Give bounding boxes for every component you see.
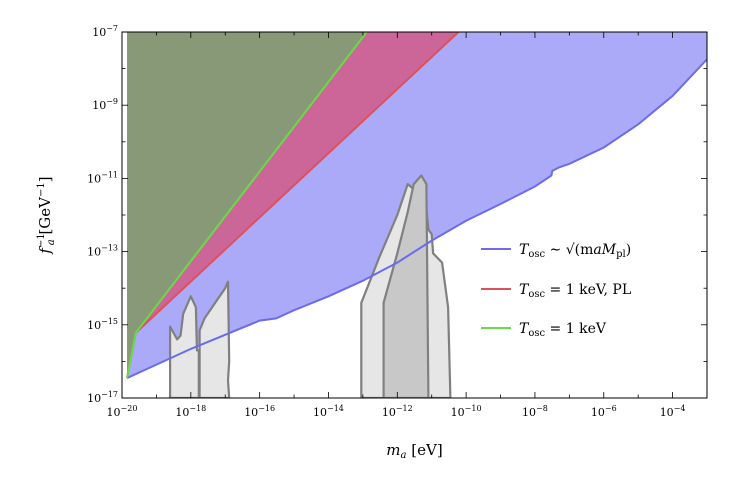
y-tick-label: 10−15 bbox=[87, 317, 118, 332]
y-axis-unit: [GeV bbox=[36, 196, 54, 239]
legend-label-kev: Tosc = 1 keV bbox=[519, 321, 607, 339]
y-axis-symbol-sub: a bbox=[46, 239, 57, 245]
y-tick-label: 10−11 bbox=[87, 170, 118, 185]
x-axis-unit: [eV] bbox=[407, 441, 443, 459]
x-tick-label: 10−14 bbox=[313, 404, 344, 419]
legend: Tosc ∼ √(maMpl) Tosc = 1 keV, PL Tosc = … bbox=[481, 242, 631, 339]
y-tick-label: 10−9 bbox=[92, 97, 118, 112]
x-tick-label: 10−16 bbox=[244, 404, 275, 419]
y-tick-label: 10−13 bbox=[87, 244, 118, 259]
y-axis-unit-end: ] bbox=[36, 176, 54, 182]
x-axis-label: ma [eV] bbox=[386, 441, 442, 461]
region-kev bbox=[127, 32, 367, 379]
boundary-line-kev bbox=[126, 32, 368, 379]
y-tick-label: 10−7 bbox=[92, 24, 118, 39]
x-tick-label: 10−4 bbox=[660, 404, 686, 419]
x-axis-symbol: m bbox=[386, 441, 400, 459]
x-tick-label: 10−18 bbox=[175, 404, 206, 419]
axis-ticks bbox=[121, 31, 708, 399]
x-tick-label: 10−12 bbox=[382, 404, 413, 419]
constraint-region-4 bbox=[382, 174, 430, 398]
y-axis-symbol: f bbox=[36, 246, 54, 255]
y-axis-unit-sup: −1 bbox=[36, 182, 47, 197]
y-axis-symbol-sup: −1 bbox=[36, 233, 47, 248]
x-tick-label: 10−20 bbox=[107, 404, 138, 419]
legend-label-sqrt: Tosc ∼ √(maMpl) bbox=[519, 242, 631, 260]
x-tick-label: 10−6 bbox=[591, 404, 617, 419]
y-tick-label: 10−17 bbox=[87, 390, 118, 405]
legend-label-pl: Tosc = 1 keV, PL bbox=[519, 282, 631, 300]
plot-regions bbox=[126, 32, 707, 398]
boundary-line-sqrt bbox=[126, 58, 707, 380]
tick-labels: 10−20 10−18 10−16 10−14 10−12 10−10 10−8 10−6 10… bbox=[87, 24, 685, 419]
x-tick-label: 10−10 bbox=[451, 404, 482, 419]
x-tick-label: 10−8 bbox=[522, 404, 548, 419]
x-axis-symbol-sub: a bbox=[401, 450, 407, 461]
y-axis-label: f−1a [GeV−1] bbox=[36, 176, 57, 254]
